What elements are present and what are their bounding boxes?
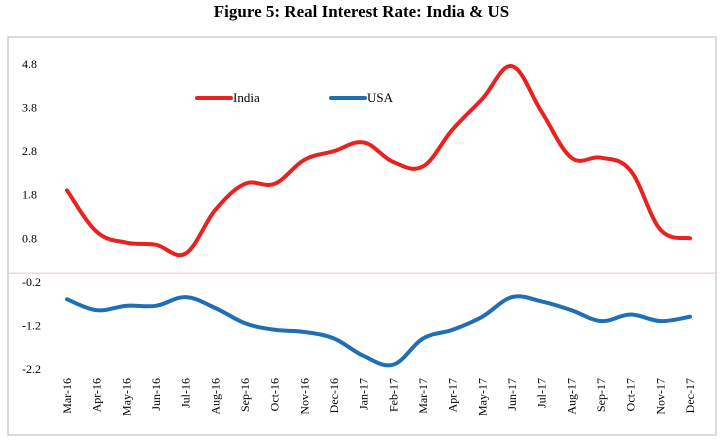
x-tick-label: Jan-17 xyxy=(357,378,371,410)
y-tick-label: 1.8 xyxy=(22,188,37,202)
legend-label-usa: USA xyxy=(367,90,394,105)
x-tick-label: May-16 xyxy=(119,378,133,416)
series-line-usa xyxy=(65,294,692,368)
x-tick-label: Mar-17 xyxy=(416,378,430,414)
x-tick-label: Jun-16 xyxy=(149,378,163,411)
x-tick-label: Oct-17 xyxy=(624,378,638,411)
x-tick-label: Oct-16 xyxy=(268,378,282,411)
x-tick-label: Jul-16 xyxy=(179,378,193,408)
x-tick-label: Jun-17 xyxy=(505,378,519,411)
y-tick-label: 0.8 xyxy=(22,231,37,245)
x-tick-label: Nov-17 xyxy=(653,378,667,415)
x-tick-label: Dec-17 xyxy=(683,378,697,413)
x-tick-label: Apr-17 xyxy=(446,378,460,412)
y-tick-label: -0.2 xyxy=(22,275,41,289)
legend-label-india: India xyxy=(233,90,260,105)
y-tick-label: 2.8 xyxy=(22,144,37,158)
x-tick-label: May-17 xyxy=(475,378,489,416)
y-tick-label: -1.2 xyxy=(22,318,41,332)
x-tick-label: Apr-16 xyxy=(90,378,104,412)
chart-title: Figure 5: Real Interest Rate: India & US xyxy=(213,2,510,21)
x-tick-label: Sep-17 xyxy=(594,378,608,412)
x-tick-label: Aug-16 xyxy=(208,378,222,415)
x-tick-label: Sep-16 xyxy=(238,378,252,412)
x-tick-label: Dec-16 xyxy=(327,378,341,413)
series-line-india xyxy=(65,64,692,258)
x-tick-label: Mar-16 xyxy=(60,378,74,414)
plot-frame xyxy=(7,36,717,436)
x-tick-label: Nov-16 xyxy=(297,378,311,415)
x-tick-label: Aug-17 xyxy=(564,378,578,415)
x-tick-label: Feb-17 xyxy=(386,378,400,412)
x-tick-label: Jul-17 xyxy=(535,378,549,408)
y-tick-label: 4.8 xyxy=(22,57,37,71)
y-tick-label: 3.8 xyxy=(22,101,37,115)
y-tick-label: -2.2 xyxy=(22,362,41,376)
